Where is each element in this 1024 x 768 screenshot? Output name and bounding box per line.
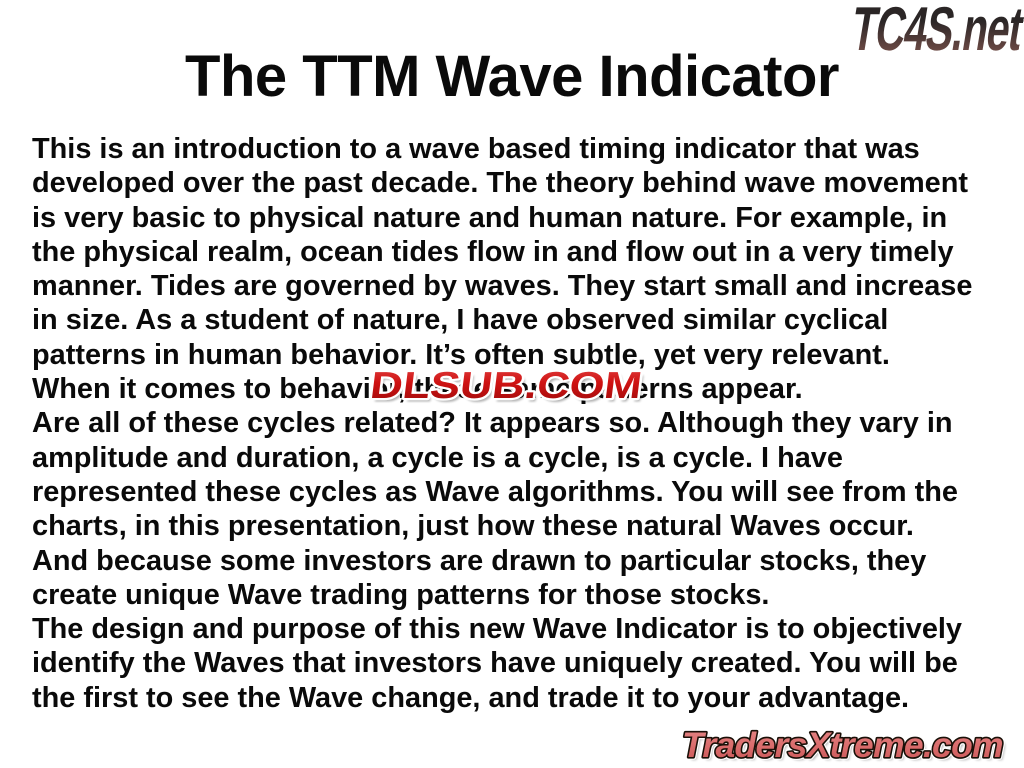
svg-text:DLSUB.COM: DLSUB.COM	[371, 364, 645, 407]
svg-text:TradersXtreme.com: TradersXtreme.com	[682, 725, 1003, 765]
